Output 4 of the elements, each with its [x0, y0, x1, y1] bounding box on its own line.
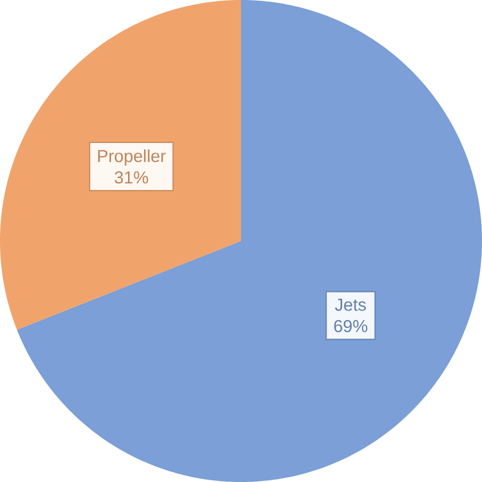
slice-label: Jets [335, 298, 366, 311]
data-label: 69% [334, 320, 368, 332]
slice-label: Propeller [98, 149, 166, 166]
data-label: 31% [114, 171, 148, 184]
